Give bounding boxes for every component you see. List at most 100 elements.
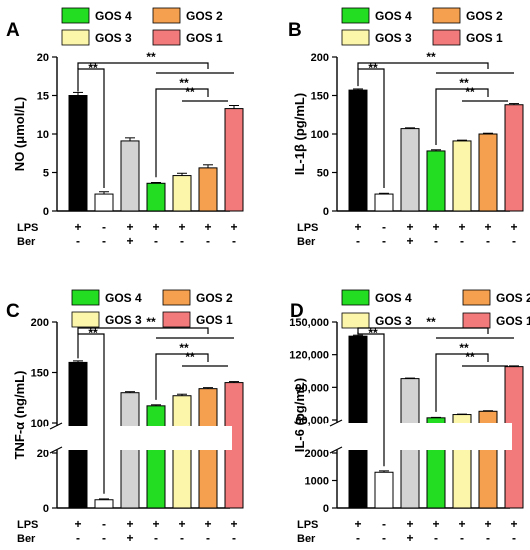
bar	[120, 392, 140, 509]
legend-label: GOS 3	[375, 31, 412, 45]
legend-label: GOS 3	[95, 31, 132, 45]
significance-label: **	[426, 50, 436, 64]
condition-mark: -	[102, 531, 106, 545]
significance-label: **	[146, 50, 156, 64]
chart-panel-B: B GOS 4 GOS 2 GOS 3 GOS 1 0 50 100 150 200 IL-1β (…	[288, 7, 524, 248]
bar	[452, 140, 472, 212]
legend-label: GOS 2	[186, 9, 223, 23]
significance-label: **	[368, 61, 378, 75]
legend-label: GOS 2	[496, 291, 530, 305]
bar	[504, 104, 524, 212]
y-axis-label: TNF-α (ng/mL)	[12, 371, 27, 460]
chart-panel-D: D GOS 4 GOS 2 GOS 3 GOS 1 0 1000 2000 60,000 90,0…	[289, 289, 530, 545]
legend-swatch	[71, 289, 100, 306]
legend-swatch	[462, 312, 491, 329]
condition-mark: -	[382, 531, 386, 545]
condition-mark: +	[354, 220, 361, 234]
legend-swatch	[462, 289, 491, 306]
condition-mark: +	[74, 517, 81, 531]
condition-mark: +	[204, 220, 211, 234]
chart-panel-A: A GOS 4 GOS 2 GOS 3 GOS 1 0 5 10 15 20 NO (μmol/L)…	[6, 7, 244, 248]
panel-letter-D: D	[290, 301, 304, 322]
bar	[94, 193, 114, 212]
legend-label: GOS 1	[186, 31, 223, 45]
condition-mark: +	[458, 517, 465, 531]
condition-mark: +	[74, 220, 81, 234]
legend-label: GOS 3	[375, 314, 412, 328]
condition-mark: -	[232, 234, 236, 248]
significance-bracket	[155, 353, 209, 400]
significance-label: **	[459, 76, 469, 90]
significance-bracket	[435, 353, 489, 412]
y-tick-label: 50	[317, 168, 329, 180]
bar	[120, 140, 140, 212]
y-tick-label: 200	[311, 52, 329, 64]
bar	[68, 95, 88, 212]
legend-swatch	[152, 7, 181, 24]
legend-label: GOS 1	[196, 313, 233, 327]
bar	[348, 335, 368, 509]
condition-label: Ber	[17, 533, 36, 545]
condition-mark: -	[154, 531, 158, 545]
condition-label: Ber	[17, 236, 36, 248]
legend-swatch	[341, 312, 370, 329]
y-tick-label: 0	[43, 206, 49, 218]
condition-mark: -	[512, 531, 516, 545]
bar	[400, 128, 420, 212]
bar	[224, 108, 244, 212]
significance-label: **	[179, 76, 189, 90]
condition-mark: +	[484, 220, 491, 234]
bar	[426, 150, 446, 212]
significance-bracket	[357, 68, 385, 189]
legend-label: GOS 4	[95, 9, 132, 23]
legend-swatch	[61, 29, 90, 46]
significance-label: **	[465, 85, 475, 99]
condition-mark: +	[178, 220, 185, 234]
condition-label: LPS	[297, 222, 318, 234]
bar	[172, 175, 192, 212]
legend-label: GOS 3	[105, 313, 142, 327]
y-axis-label: NO (μmol/L)	[12, 97, 27, 171]
bar	[348, 89, 368, 212]
condition-mark: -	[434, 234, 438, 248]
legend-swatch	[341, 7, 370, 24]
condition-mark: +	[406, 234, 413, 248]
condition-mark: +	[204, 517, 211, 531]
significance-label: **	[146, 315, 156, 329]
y-tick-label: 100	[31, 418, 49, 430]
condition-mark: +	[126, 531, 133, 545]
y-tick-label: 120,000	[289, 350, 329, 362]
condition-mark: +	[432, 517, 439, 531]
condition-mark: +	[178, 517, 185, 531]
significance-bracket	[435, 88, 489, 145]
significance-label: **	[185, 85, 195, 99]
condition-mark: +	[354, 517, 361, 531]
condition-mark: +	[432, 220, 439, 234]
bar	[374, 193, 394, 212]
y-tick-label: 60,000	[295, 415, 329, 427]
significance-bracket	[357, 327, 489, 334]
significance-bracket	[155, 88, 209, 178]
condition-mark: -	[356, 234, 360, 248]
significance-label: **	[185, 350, 195, 364]
condition-label: Ber	[297, 533, 316, 545]
condition-mark: -	[356, 531, 360, 545]
bar	[146, 182, 166, 212]
y-tick-label: 0	[323, 206, 329, 218]
significance-label: **	[368, 326, 378, 340]
condition-mark: +	[406, 220, 413, 234]
condition-mark: +	[152, 220, 159, 234]
condition-mark: -	[76, 234, 80, 248]
condition-mark: -	[382, 234, 386, 248]
bar	[374, 471, 394, 509]
chart-panel-C: C GOS 4 GOS 2 GOS 3 GOS 1 0 20 100 150 200 TNF-α (…	[6, 289, 244, 545]
axis-break-mark	[49, 422, 63, 430]
significance-label: **	[465, 350, 475, 364]
legend-swatch	[71, 311, 100, 328]
axis-break-gap	[325, 423, 512, 450]
y-tick-label: 150,000	[289, 317, 329, 329]
axis-break-mark	[329, 446, 343, 454]
condition-mark: -	[180, 531, 184, 545]
significance-bracket	[77, 62, 209, 69]
